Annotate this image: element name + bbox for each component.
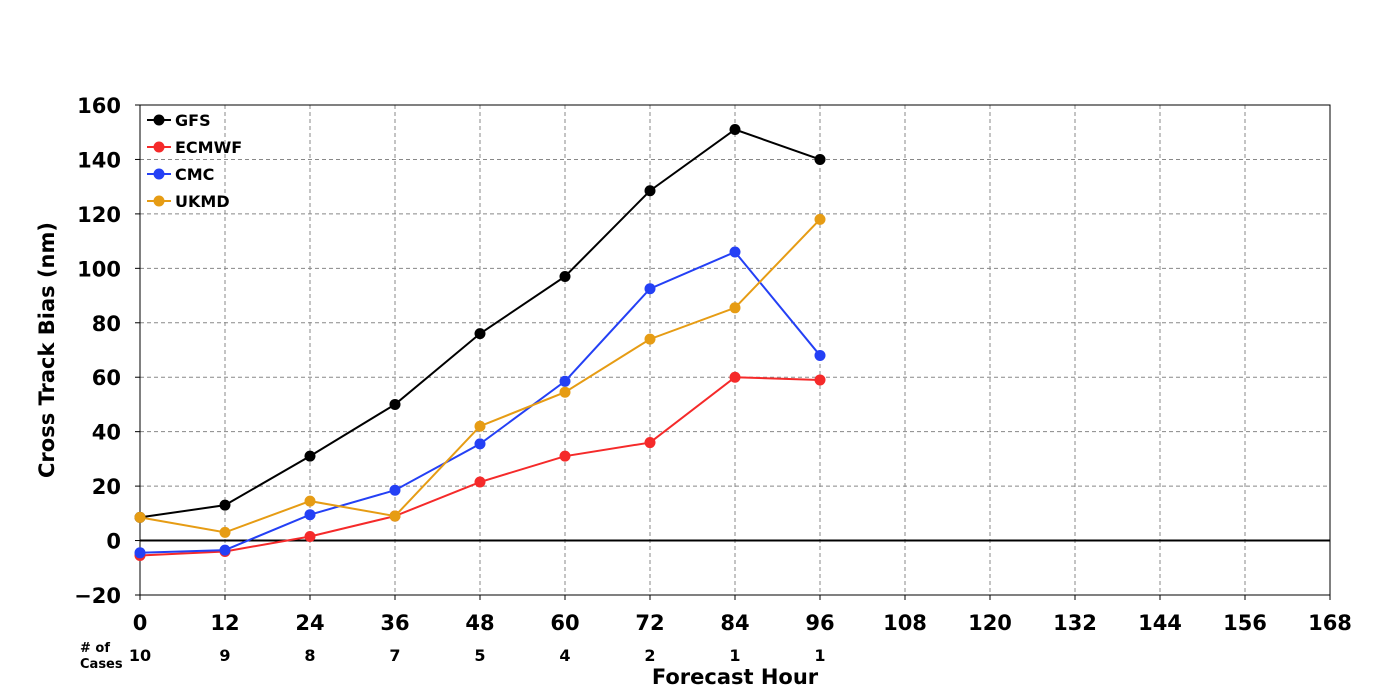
data-point [644,437,656,449]
legend-label: CMC [175,165,214,184]
data-point [474,328,486,340]
data-point [729,371,741,383]
data-point [474,476,486,488]
data-point [814,349,826,361]
data-point [644,283,656,295]
data-series [134,124,826,562]
data-point [729,246,741,258]
cases-count: 9 [219,646,230,665]
cases-count: 5 [474,646,485,665]
data-point [559,450,571,462]
data-point [219,526,231,538]
data-point [134,511,146,523]
x-axis-ticks: 0 12 24 36 48 60 72 84 96 108 120 132 144 156 168 [133,595,1352,635]
y-tick-label: 60 [92,366,121,390]
data-point [644,333,656,345]
x-tick-label: 132 [1053,611,1097,635]
y-tick-label: 40 [92,421,121,445]
x-axis-title: Forecast Hour [652,665,819,689]
data-point [389,398,401,410]
x-tick-label: 36 [380,611,409,635]
x-tick-label: 96 [805,611,834,635]
data-point [814,213,826,225]
data-point [474,438,486,450]
x-tick-label: 144 [1138,611,1182,635]
cases-count: 1 [729,646,740,665]
legend-marker [153,168,165,180]
x-tick-label: 60 [550,611,579,635]
legend-item-ecmwf: ECMWF [147,138,242,157]
y-tick-label: 160 [77,94,121,118]
data-point [134,547,146,559]
legend-item-cmc: CMC [147,165,214,184]
y-axis-ticks: −20 0 20 40 60 80 100 120 140 160 [74,94,140,608]
cases-count: 4 [559,646,570,665]
data-point [559,375,571,387]
cases-count: 7 [389,646,400,665]
data-point [219,544,231,556]
data-point [729,124,741,135]
x-tick-label: 84 [720,611,749,635]
data-point [644,185,656,197]
legend-marker [153,141,165,153]
data-point [389,484,401,496]
x-tick-label: 12 [210,611,239,635]
x-tick-label: 120 [968,611,1012,635]
data-point [559,386,571,398]
y-tick-label: 20 [92,475,121,499]
y-tick-label: −20 [74,584,121,608]
legend-marker [153,114,165,126]
data-point [814,374,826,386]
legend: GFS ECMWF CMC UKMD [147,111,242,211]
cases-count: 2 [644,646,655,665]
legend-label: GFS [175,111,211,130]
data-point [304,530,316,542]
cases-label-line2: Cases [80,657,123,672]
series-ukmd [134,213,826,538]
series-cmc [134,246,826,559]
data-point [474,420,486,432]
grid-lines [140,105,1330,595]
x-tick-label: 0 [133,611,148,635]
x-tick-label: 108 [883,611,927,635]
y-tick-label: 80 [92,312,121,336]
legend-item-gfs: GFS [147,111,211,130]
data-point [219,499,231,511]
y-tick-label: 0 [106,530,121,554]
legend-marker [153,195,165,207]
cases-label-line1: # of [80,641,110,656]
data-point [304,509,316,521]
cases-count: 1 [814,646,825,665]
y-tick-label: 140 [77,148,121,172]
x-tick-label: 168 [1308,611,1352,635]
y-axis-title: Cross Track Bias (nm) [35,222,59,478]
data-point [304,450,316,462]
x-tick-label: 72 [635,611,664,635]
y-tick-label: 100 [77,257,121,281]
legend-label: UKMD [175,192,230,211]
cases-count: 10 [129,646,151,665]
data-point [304,495,316,507]
data-point [559,271,571,282]
data-point [814,153,826,165]
cases-count: 8 [304,646,315,665]
x-tick-label: 24 [295,611,324,635]
legend-item-ukmd: UKMD [147,192,230,211]
y-tick-label: 120 [77,203,121,227]
x-tick-label: 156 [1223,611,1267,635]
data-point [389,510,401,522]
x-tick-label: 48 [465,611,494,635]
cases-row: # of Cases 10 9 8 7 5 4 2 1 1 [80,641,826,672]
data-point [729,302,741,314]
legend-label: ECMWF [175,138,242,157]
